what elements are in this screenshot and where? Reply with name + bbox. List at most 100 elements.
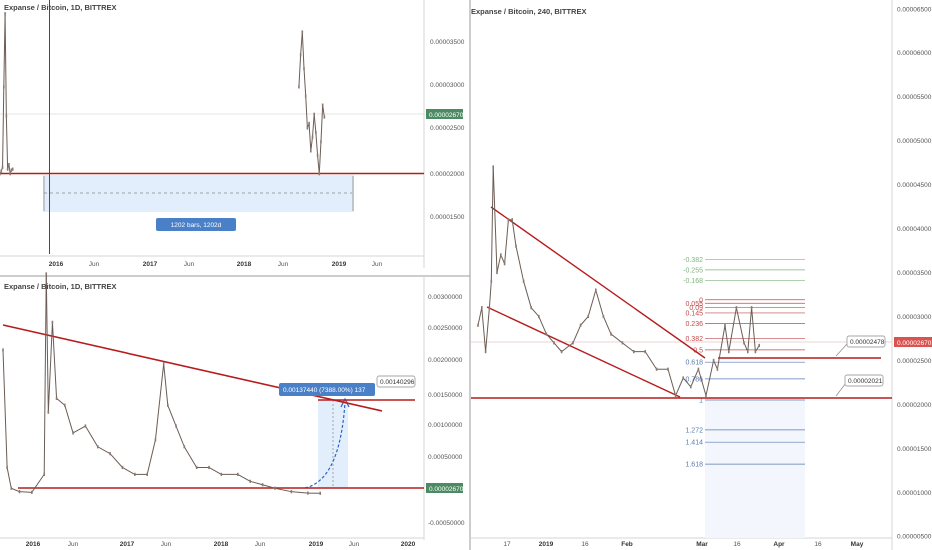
y-tick-a-2500: 0.00002500: [430, 125, 465, 132]
price-b-segment: [45, 273, 49, 413]
price-b-segment: [183, 446, 198, 468]
price-c-candle: [572, 341, 574, 345]
price-c-segment: [610, 333, 623, 344]
price-b-segment: [122, 467, 136, 475]
price-c-candle: [690, 385, 692, 389]
price-a-segment: [303, 68, 307, 97]
price-c-candle: [602, 314, 605, 319]
range-label-badge: [156, 218, 236, 231]
price-c-segment: [747, 307, 753, 352]
price-c-segment: [595, 289, 604, 317]
price-c-segment: [561, 342, 574, 353]
y-tick-b-300: 0.00300000: [428, 294, 463, 301]
price-b-candle: [208, 465, 210, 470]
price-c-candle: [674, 393, 677, 398]
y-tick-a-2000: 0.00002000: [430, 171, 465, 178]
price-b-candle: [2, 348, 4, 352]
price-b-segment: [43, 273, 47, 475]
price-c-candle: [481, 306, 483, 310]
price-b-candle: [183, 445, 186, 449]
price-a-candle: [8, 162, 10, 167]
price-b-segment: [163, 363, 169, 406]
price-a-candle: [301, 30, 304, 34]
price-c-segment: [481, 307, 487, 352]
price-b-candle: [154, 438, 157, 442]
price-b-candle: [6, 465, 8, 470]
price-c-segment: [572, 325, 582, 344]
y-tick-c: 0.00005500: [897, 94, 932, 101]
price-a-candle: [299, 53, 302, 57]
panel-daily-top: 1202 bars, 1202d Expanse / Bitcoin, 1D, …: [0, 0, 465, 268]
level-upper: 0.00002478: [850, 339, 885, 346]
fib-level-label: 1.414: [685, 440, 703, 447]
x-tick-a-2019: 2019: [332, 261, 347, 268]
fib-level-label: -0.168: [683, 278, 703, 285]
downtrend-line: [2, 324, 383, 412]
price-b-segment: [262, 484, 276, 489]
price-c-segment: [580, 316, 589, 326]
x-tick-a-2016: 2016: [49, 261, 64, 268]
y-tick-c: 0.00005000: [897, 138, 932, 145]
x-tick-c-apr: Apr: [773, 541, 785, 548]
price-a-candle: [309, 149, 312, 153]
price-c-segment: [496, 254, 502, 273]
price-a-segment: [311, 114, 315, 138]
price-series-c: [477, 165, 760, 398]
price-b-candle: [134, 472, 136, 477]
fib-level-label: 1.618: [685, 462, 703, 469]
projection-arrow: [304, 401, 346, 489]
price-b-segment: [154, 363, 165, 440]
fib-level-label: 0.618: [685, 360, 703, 367]
last-price-badge-b: [426, 483, 463, 493]
price-c-candle: [553, 341, 555, 345]
price-a-candle: [318, 172, 321, 176]
price-b-candle: [64, 403, 66, 407]
price-a-candle: [0, 172, 1, 176]
level-callout-upper: [846, 335, 886, 348]
price-b-candle: [307, 491, 309, 495]
price-b-segment: [274, 487, 292, 493]
last-price-c: 0.00002670: [897, 340, 932, 347]
price-c-candle: [747, 350, 749, 354]
price-c-segment: [546, 333, 555, 344]
x-tick-b-jun16: Jun: [68, 541, 79, 548]
date-range-box: [43, 175, 354, 212]
fib-level-label: 0.382: [685, 336, 703, 343]
x-tick-b-jun19: Jun: [349, 541, 360, 548]
price-c-candle: [667, 367, 669, 371]
price-b-candle: [249, 479, 251, 483]
price-b-candle: [96, 445, 99, 449]
y-tick-c: 0.00004000: [897, 226, 932, 233]
chart-title-a: Expanse / Bitcoin, 1D, BITTREX: [4, 3, 117, 12]
price-b-candle: [162, 362, 165, 366]
price-c-candle: [507, 218, 510, 222]
fib-level-label: 0.09: [689, 305, 703, 312]
price-c-segment: [735, 307, 745, 343]
price-c-candle: [484, 350, 487, 354]
price-c-candle: [490, 279, 493, 283]
x-tick-b-2019: 2019: [309, 541, 324, 548]
price-b-segment: [47, 322, 53, 413]
callout-leader-upper: [835, 342, 849, 357]
y-tick-c: 0.00000500: [897, 534, 932, 541]
price-b-candle: [175, 424, 177, 428]
price-a-candle: [11, 167, 14, 171]
price-c-segment: [477, 307, 483, 326]
x-tick-c-feb: Feb: [621, 541, 633, 548]
price-b-candle: [237, 472, 239, 477]
x-tick-a-jun18: Jun: [278, 261, 289, 268]
x-tick-c-may: May: [851, 541, 864, 548]
x-tick-c-16apr: 16: [814, 541, 822, 548]
wedge-upper-line: [490, 206, 706, 359]
price-b-segment: [208, 467, 222, 475]
fib-level-label: 1: [699, 397, 703, 404]
fib-level-label: 0.055: [685, 301, 703, 308]
price-b-segment: [109, 453, 123, 468]
price-c-candle: [492, 165, 494, 169]
panel-4h: -0.382 -0.255 -0.168 00.0550.090.145 0.236 0.…: [469, 0, 932, 550]
price-c-segment: [523, 281, 532, 308]
price-c-candle: [716, 367, 719, 371]
x-tick-c-16jan: 16: [581, 541, 589, 548]
price-c-segment: [728, 307, 737, 352]
price-a-segment: [318, 141, 322, 174]
